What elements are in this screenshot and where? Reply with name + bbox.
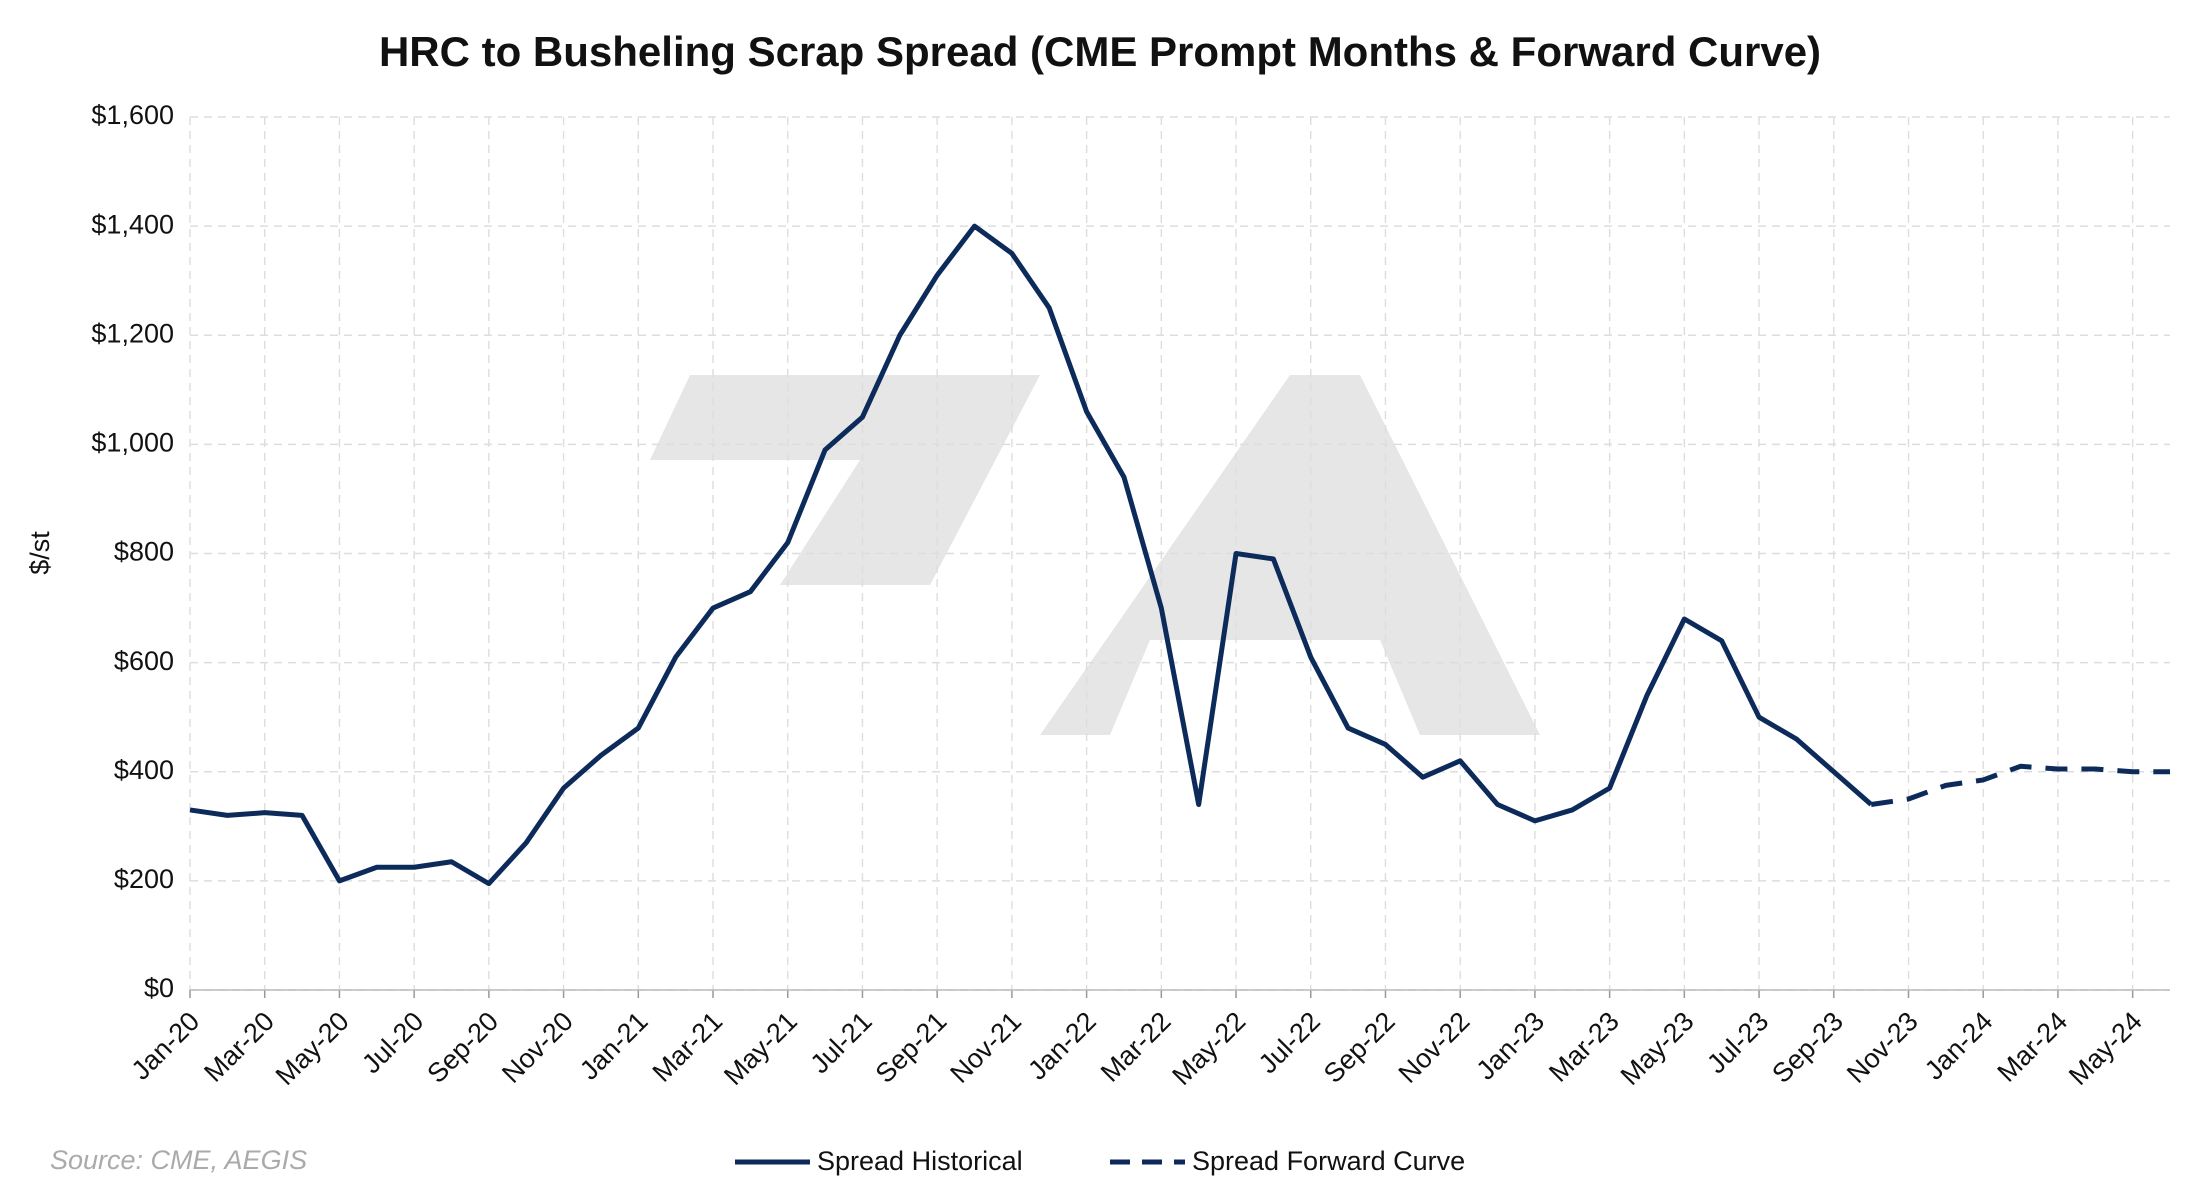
x-tick-label: Mar-22 <box>1095 1006 1177 1088</box>
y-tick-label: $1,400 <box>91 209 174 239</box>
x-tick-label: Sep-21 <box>870 1006 953 1089</box>
x-tick-label: Sep-23 <box>1766 1006 1849 1089</box>
y-tick-label: $0 <box>144 973 174 1003</box>
x-tick-label: May-20 <box>270 1006 355 1091</box>
watermark <box>650 375 1540 735</box>
x-tick-label: Jul-22 <box>1253 1006 1326 1079</box>
x-tick-label: Jan-20 <box>126 1006 206 1086</box>
x-tick-label: Mar-21 <box>647 1006 729 1088</box>
x-tick-label: Jan-21 <box>574 1006 654 1086</box>
source-note: Source: CME, AEGIS <box>50 1145 307 1175</box>
y-tick-label: $1,200 <box>91 318 174 348</box>
x-tick-label: Jan-23 <box>1471 1006 1551 1086</box>
x-tick-label: Jul-23 <box>1701 1006 1774 1079</box>
x-tick-label: Jul-20 <box>356 1006 429 1079</box>
x-tick-label: Jan-22 <box>1022 1006 1102 1086</box>
x-tick-label: Sep-22 <box>1318 1006 1401 1089</box>
y-tick-label: $1,600 <box>91 100 174 130</box>
y-axis-label: $/st <box>25 531 55 575</box>
x-tick-label: May-24 <box>2063 1006 2148 1091</box>
x-tick-label: Mar-23 <box>1543 1006 1625 1088</box>
x-tick-label: Mar-24 <box>1992 1006 2074 1088</box>
chart-title: HRC to Busheling Scrap Spread (CME Promp… <box>379 28 1821 75</box>
x-tick-label: May-23 <box>1615 1006 1700 1091</box>
x-tick-label: Mar-20 <box>198 1006 280 1088</box>
series-line <box>189 223 1873 887</box>
x-tick-label: Sep-20 <box>421 1006 504 1089</box>
x-tick-label: Nov-23 <box>1841 1006 1924 1089</box>
y-tick-label: $600 <box>114 646 174 676</box>
x-tick-label: May-22 <box>1166 1006 1251 1091</box>
legend-label: Spread Historical <box>817 1146 1023 1176</box>
x-tick-label: Nov-21 <box>944 1006 1027 1089</box>
x-tick-label: Jul-21 <box>805 1006 878 1079</box>
series-line <box>1870 763 2170 807</box>
y-tick-label: $800 <box>114 537 174 567</box>
x-tick-label: Jan-24 <box>1919 1006 1999 1086</box>
y-tick-label: $400 <box>114 755 174 785</box>
y-tick-label: $200 <box>114 864 174 894</box>
legend-label: Spread Forward Curve <box>1192 1146 1465 1176</box>
x-tick-label: Nov-22 <box>1393 1006 1476 1089</box>
x-tick-label: Nov-20 <box>496 1006 579 1089</box>
y-tick-label: $1,000 <box>91 428 174 458</box>
x-tick-label: May-21 <box>718 1006 803 1091</box>
